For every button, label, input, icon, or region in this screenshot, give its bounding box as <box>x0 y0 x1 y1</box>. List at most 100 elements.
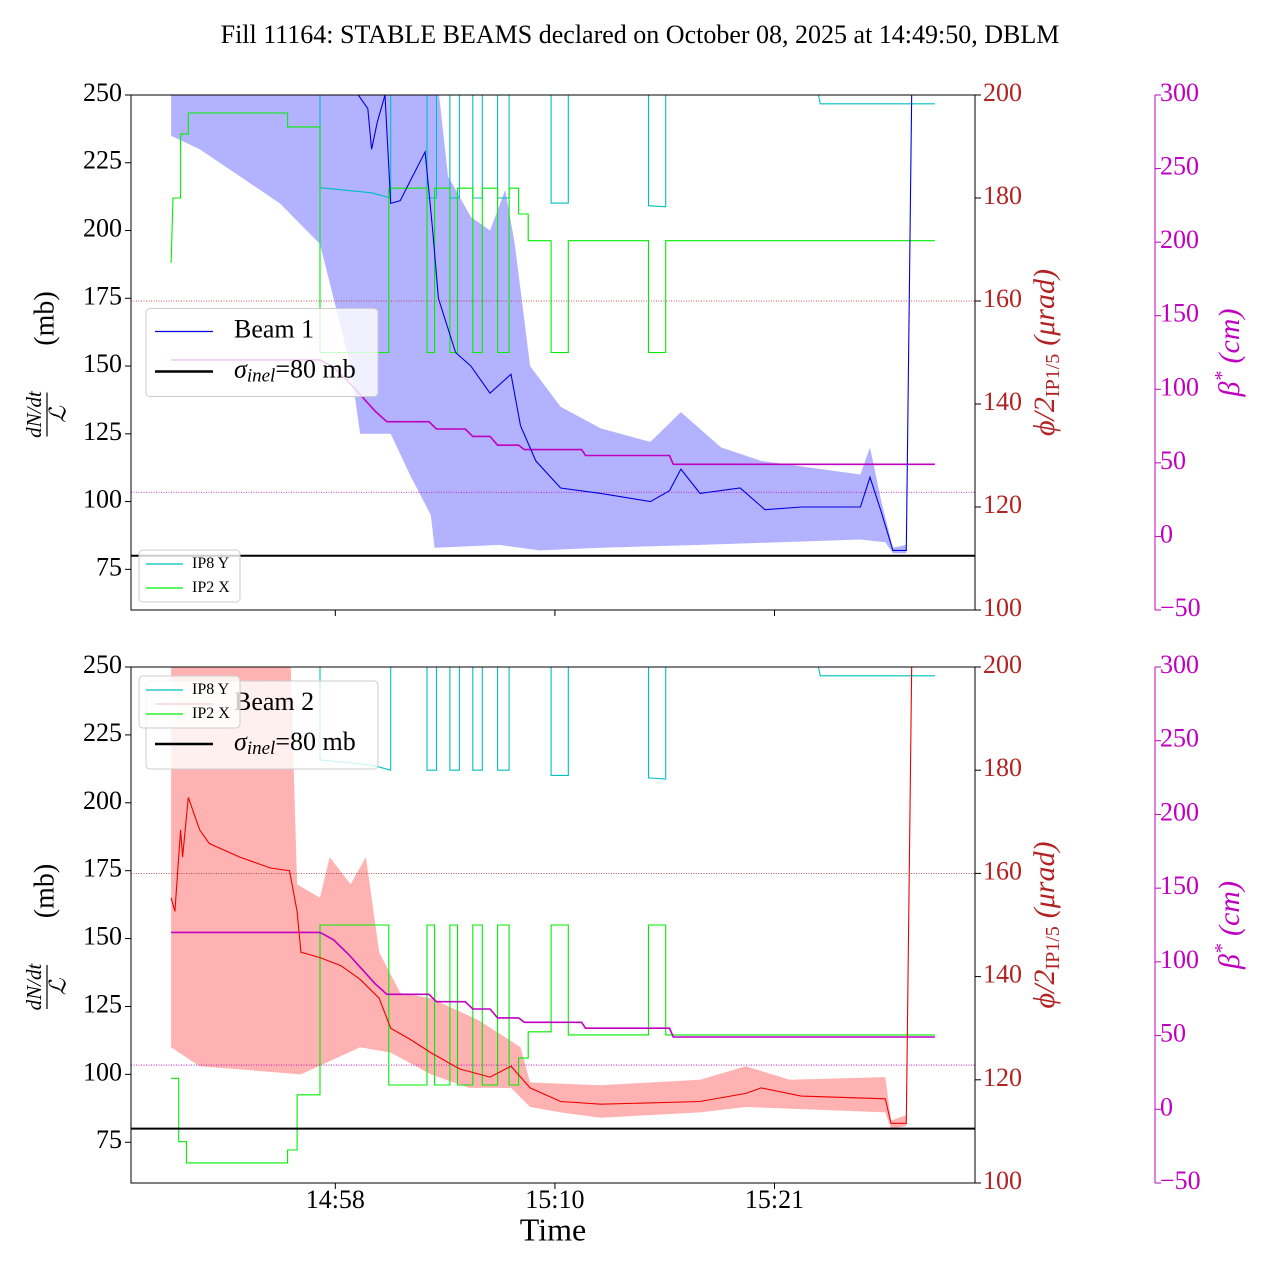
y-tick-label: 100 <box>83 1057 122 1086</box>
setting-line <box>171 931 935 1038</box>
y-tick-label: 200 <box>83 213 122 242</box>
y3-label-sup: * <box>1211 944 1233 954</box>
legend-secondary: IP8 Y IP2 X <box>138 549 241 603</box>
y3-tick-label: −50 <box>1160 593 1201 622</box>
setting-line <box>171 924 935 1164</box>
y-tick-label: 75 <box>96 552 122 581</box>
y2-label: ϕ/2IP1/5 (μrad) <box>1028 842 1064 1009</box>
y3-tick-label: −50 <box>1160 1166 1201 1195</box>
y2-tick-label: 160 <box>983 856 1022 885</box>
y-label-numerator: dN/dt <box>22 963 46 1011</box>
y2-tick-label: 100 <box>983 1166 1022 1195</box>
legend-label-part: σ <box>234 354 248 383</box>
y2-tick-label: 180 <box>983 181 1022 210</box>
legend-label-part: IP2 X <box>192 705 230 722</box>
legend-label-part: IP2 X <box>192 579 230 596</box>
legend-label-part: inel <box>247 366 276 387</box>
beam-line <box>357 95 913 551</box>
legend-label: IP8 Y <box>192 555 230 572</box>
plot-frame <box>130 94 976 611</box>
y-axis-label: dN/dt ℒ (mb) <box>22 864 70 1011</box>
y3-tick-label: 200 <box>1160 797 1199 826</box>
y2-tick-label: 200 <box>983 78 1022 107</box>
y-tick-label: 175 <box>83 854 122 883</box>
y3-tick-label: 150 <box>1160 299 1199 328</box>
band <box>171 95 912 554</box>
y3-label: β* (cm) <box>1211 881 1246 970</box>
legend-label: Beam 1 <box>234 314 314 343</box>
y-label-unit: (mb) <box>29 291 60 345</box>
y3-label: β* (cm) <box>1211 309 1246 398</box>
y2-tick-label: 140 <box>983 960 1022 989</box>
y2-tick-label: 120 <box>983 490 1022 519</box>
legend-box <box>138 675 241 729</box>
y-tick-label: 175 <box>83 281 122 310</box>
y3-label-unit: (cm) <box>1213 309 1246 364</box>
legend-box <box>138 549 241 603</box>
plot-area <box>131 667 975 1164</box>
legend: Beam 1 σinel=80 mb <box>145 308 379 397</box>
legend-box <box>145 308 379 397</box>
y2-tick-label: 120 <box>983 1063 1022 1092</box>
x-tick-label: 14:58 <box>306 1185 365 1214</box>
y-label-unit: (mb) <box>29 864 60 918</box>
y2-label-symbol: ϕ/2 <box>1028 397 1061 436</box>
legend-label: IP2 X <box>192 579 230 596</box>
y3-tick-label: 250 <box>1160 724 1199 753</box>
y-tick-label: 125 <box>83 417 122 446</box>
y2-tick-label: 140 <box>983 387 1022 416</box>
x-tick-label: 15:10 <box>525 1185 584 1214</box>
beam-line <box>170 667 913 1124</box>
y2-label-unit: (μrad) <box>1028 269 1061 346</box>
y-tick-label: 75 <box>96 1125 122 1154</box>
legend-label: σinel=80 mb <box>234 354 356 386</box>
y3-label-symbol: β <box>1213 381 1246 397</box>
y-axis-label: dN/dt ℒ (mb) <box>22 291 70 438</box>
y2-label-sub: IP1/5 <box>1042 926 1064 969</box>
y3-tick-label: 50 <box>1160 446 1186 475</box>
y2-label-sub: IP1/5 <box>1042 354 1064 397</box>
y-tick-label: 150 <box>83 922 122 951</box>
y3-axis-label: β* (cm) <box>1211 881 1246 970</box>
y-tick-label: 200 <box>83 786 122 815</box>
y-tick-label: 250 <box>83 650 122 679</box>
legend-label-part: IP8 Y <box>192 681 230 698</box>
plot-frame <box>130 666 976 1184</box>
y3-label-symbol: β <box>1213 954 1246 970</box>
y2-tick-label: 160 <box>983 284 1022 313</box>
x-axis-label: Time <box>520 1211 586 1247</box>
x-tick-label: 15:21 <box>745 1185 804 1214</box>
y3-tick-label: 100 <box>1160 372 1199 401</box>
y-tick-label: 225 <box>83 146 122 175</box>
y2-label: ϕ/2IP1/5 (μrad) <box>1028 269 1064 436</box>
legend-label-part: =80 mb <box>275 354 355 383</box>
legend-label: IP8 Y <box>192 681 230 698</box>
y3-axis-label: β* (cm) <box>1211 309 1246 398</box>
y3-tick-label: 0 <box>1160 519 1173 548</box>
y-tick-label: 150 <box>83 349 122 378</box>
y-tick-label: 250 <box>83 78 122 107</box>
y3-label-sup: * <box>1211 372 1233 382</box>
y-label-numerator: dN/dt <box>22 390 46 438</box>
legend-label-part: σ <box>234 727 248 756</box>
y3-tick-label: 300 <box>1160 78 1199 107</box>
setting-line <box>319 667 935 780</box>
y3-label-unit: (cm) <box>1213 881 1246 936</box>
y2-axis-label: ϕ/2IP1/5 (μrad) <box>1028 842 1064 1009</box>
legend-secondary: IP8 Y IP2 X <box>138 675 241 729</box>
y2-tick-label: 200 <box>983 650 1022 679</box>
y2-label-symbol: ϕ/2 <box>1028 970 1061 1009</box>
legend-label: Beam 2 <box>234 687 314 716</box>
y3-tick-label: 250 <box>1160 152 1199 181</box>
y-label-denominator: ℒ <box>45 978 70 995</box>
band <box>171 667 912 1129</box>
legend-label: σinel=80 mb <box>234 727 356 759</box>
legend-label-part: =80 mb <box>275 727 355 756</box>
y2-tick-label: 100 <box>983 593 1022 622</box>
y-tick-label: 100 <box>83 485 122 514</box>
legend-label: IP2 X <box>192 705 230 722</box>
y2-tick-label: 180 <box>983 753 1022 782</box>
figure-title: Fill 11164: STABLE BEAMS declared on Oct… <box>221 20 1060 49</box>
